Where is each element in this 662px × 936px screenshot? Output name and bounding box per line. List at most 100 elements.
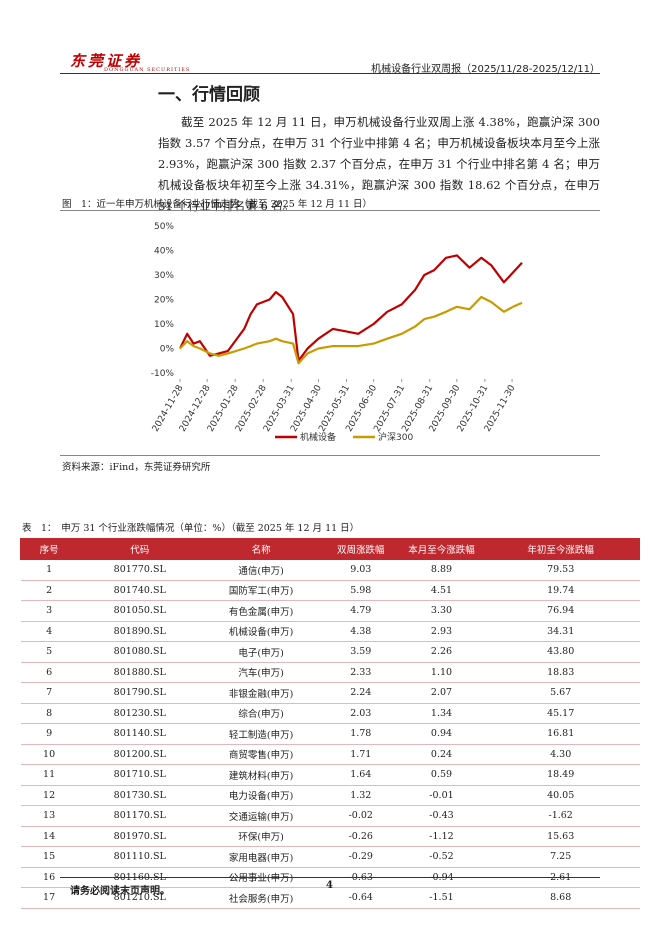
table-cell: 34.31 [481, 621, 640, 642]
table-cell: 3.59 [320, 641, 402, 663]
y-tick-label: 10% [154, 320, 174, 330]
table-cell: 5 [20, 641, 78, 663]
table-cell: 2.24 [320, 682, 402, 704]
table-cell: 801740.SL [77, 580, 202, 601]
y-tick-label: 40% [154, 247, 174, 257]
table-row: 15 801110.SL 家用电器(申万) -0.29 -0.52 7.25 [20, 846, 640, 868]
table-cell: 1.34 [401, 703, 482, 724]
table-cell: 商贸零售(申万) [201, 744, 321, 765]
table-cell: 8 [20, 703, 78, 724]
table-cell: 801170.SL [77, 805, 202, 827]
table-cell: 801730.SL [77, 785, 202, 806]
rule [60, 455, 600, 456]
table-cell: 4.30 [481, 744, 640, 765]
table-cell: 79.53 [481, 559, 640, 581]
table-cell: 电力设备(申万) [201, 785, 321, 806]
table-cell: 43.80 [481, 641, 640, 663]
table-cell: 国防军工(申万) [201, 580, 321, 601]
table-cell: 2.03 [320, 703, 402, 724]
table-cell: -0.01 [401, 785, 482, 806]
table-row: 5 801080.SL 电子(申万) 3.59 2.26 43.80 [20, 641, 640, 663]
table-cell: 76.94 [481, 600, 640, 622]
table-cell: 14 [20, 826, 78, 847]
table-cell: 0.59 [401, 764, 482, 786]
table-cell: -0.43 [401, 805, 482, 827]
series-line [179, 295, 523, 365]
table-cell: 非银金融(申万) [201, 682, 321, 704]
table-cell: 16 [20, 867, 78, 888]
table-row: 3 801050.SL 有色金属(申万) 4.79 3.30 76.94 [20, 600, 640, 622]
table-cell: 有色金属(申万) [201, 600, 321, 622]
y-tick-label: 30% [154, 271, 174, 281]
table-cell: 9 [20, 723, 78, 745]
table-cell: 1.64 [320, 764, 402, 786]
y-tick-label: 0% [160, 345, 175, 355]
table-cell: 4.38 [320, 621, 402, 642]
table-cell: 801080.SL [77, 641, 202, 663]
logo: 东莞证券 [70, 52, 143, 70]
table-cell: 801200.SL [77, 744, 202, 765]
header-cell: 序号 [19, 538, 79, 560]
table-cell: 4.79 [320, 600, 402, 622]
table-cell: 1.78 [320, 723, 402, 745]
table-row: 13 801170.SL 交通运输(申万) -0.02 -0.43 -1.62 [20, 805, 640, 827]
header-row: 序号 代码 名称 双周涨跌幅 本月至今涨跌幅 年初至今涨跌幅 [19, 538, 640, 560]
table-cell: -1.62 [481, 805, 640, 827]
table-cell: 1.71 [320, 744, 402, 765]
table-row: 7 801790.SL 非银金融(申万) 2.24 2.07 5.67 [20, 682, 640, 704]
table-cell: 8.68 [481, 887, 640, 909]
table-row: 4 801890.SL 机械设备(申万) 4.38 2.93 34.31 [20, 621, 640, 642]
table-cell: 15 [20, 846, 78, 868]
table-cell: 801210.SL [77, 887, 202, 909]
figure-caption: 图 1：近一年申万机械设备行业行情走势（截至 2025 年 12 月 11 日） [62, 199, 373, 210]
table-row: 14 801970.SL 环保(申万) -0.26 -1.12 15.63 [20, 826, 640, 847]
table-cell: 801790.SL [77, 682, 202, 704]
paragraph: 截至 2025 年 12 月 11 日，申万机械设备行业双周上涨 4.38%，跑… [158, 115, 600, 213]
table-cell: 5.67 [481, 682, 640, 704]
logo-en: DONGGUAN SECURITIES [104, 67, 191, 73]
table-cell: 2.07 [401, 682, 482, 704]
table-cell: 801230.SL [77, 703, 202, 724]
header-cell: 双周涨跌幅 [319, 538, 402, 560]
table-caption: 表 1： 申万 31 个行业涨跌幅情况（单位：%）（截至 2025 年 12 月… [22, 523, 360, 534]
table-cell: 轻工制造(申万) [201, 723, 321, 745]
rule [60, 877, 600, 878]
table-cell: -0.26 [320, 826, 402, 847]
table-cell: 建筑材料(申万) [201, 764, 321, 786]
table-cell: 2.26 [401, 641, 482, 663]
chart: -10%0%10%20%30%40%50%2024-11-282024-12-2… [151, 222, 523, 443]
table-cell: 社会服务(申万) [201, 887, 321, 909]
table-cell: 10 [20, 744, 78, 765]
table-row: 11 801710.SL 建筑材料(申万) 1.64 0.59 18.49 [20, 764, 640, 786]
table-cell: 801890.SL [77, 621, 202, 642]
table-cell: 汽车(申万) [201, 662, 321, 683]
table-cell: 12 [20, 785, 78, 806]
table-cell: 2.93 [401, 621, 482, 642]
header-cell: 年初至今涨跌幅 [481, 538, 640, 560]
table-cell: 2.33 [320, 662, 402, 683]
source: 资料来源：iFind，东莞证券研究所 [62, 462, 211, 473]
table-row: 6 801880.SL 汽车(申万) 2.33 1.10 18.83 [20, 662, 640, 683]
table-cell: -0.64 [320, 887, 402, 909]
table-cell: 801050.SL [77, 600, 202, 622]
table-row: 10 801200.SL 商贸零售(申万) 1.71 0.24 4.30 [20, 744, 640, 765]
header-cell: 名称 [201, 538, 321, 560]
table-cell: 0.24 [401, 744, 482, 765]
table-cell: 801970.SL [77, 826, 202, 847]
table-cell: 通信(申万) [201, 559, 321, 581]
table-cell: -1.12 [401, 826, 482, 847]
table-cell: 4.51 [401, 580, 482, 601]
table-cell: 801140.SL [77, 723, 202, 745]
table-cell: 家用电器(申万) [201, 846, 321, 868]
table-cell: 801770.SL [77, 559, 202, 581]
table-row: 1 801770.SL 通信(申万) 9.03 8.89 79.53 [20, 559, 640, 581]
table-cell: 8.89 [401, 559, 482, 581]
table-cell: 1 [20, 559, 78, 581]
table-cell: -0.02 [320, 805, 402, 827]
table-cell: 综合(申万) [201, 703, 321, 724]
y-tick-label: 20% [154, 296, 174, 306]
table-cell: 6 [20, 662, 78, 683]
report-title: 机械设备行业双周报（2025/11/28-2025/12/11） [371, 64, 600, 75]
page-number: 4 [326, 880, 333, 891]
